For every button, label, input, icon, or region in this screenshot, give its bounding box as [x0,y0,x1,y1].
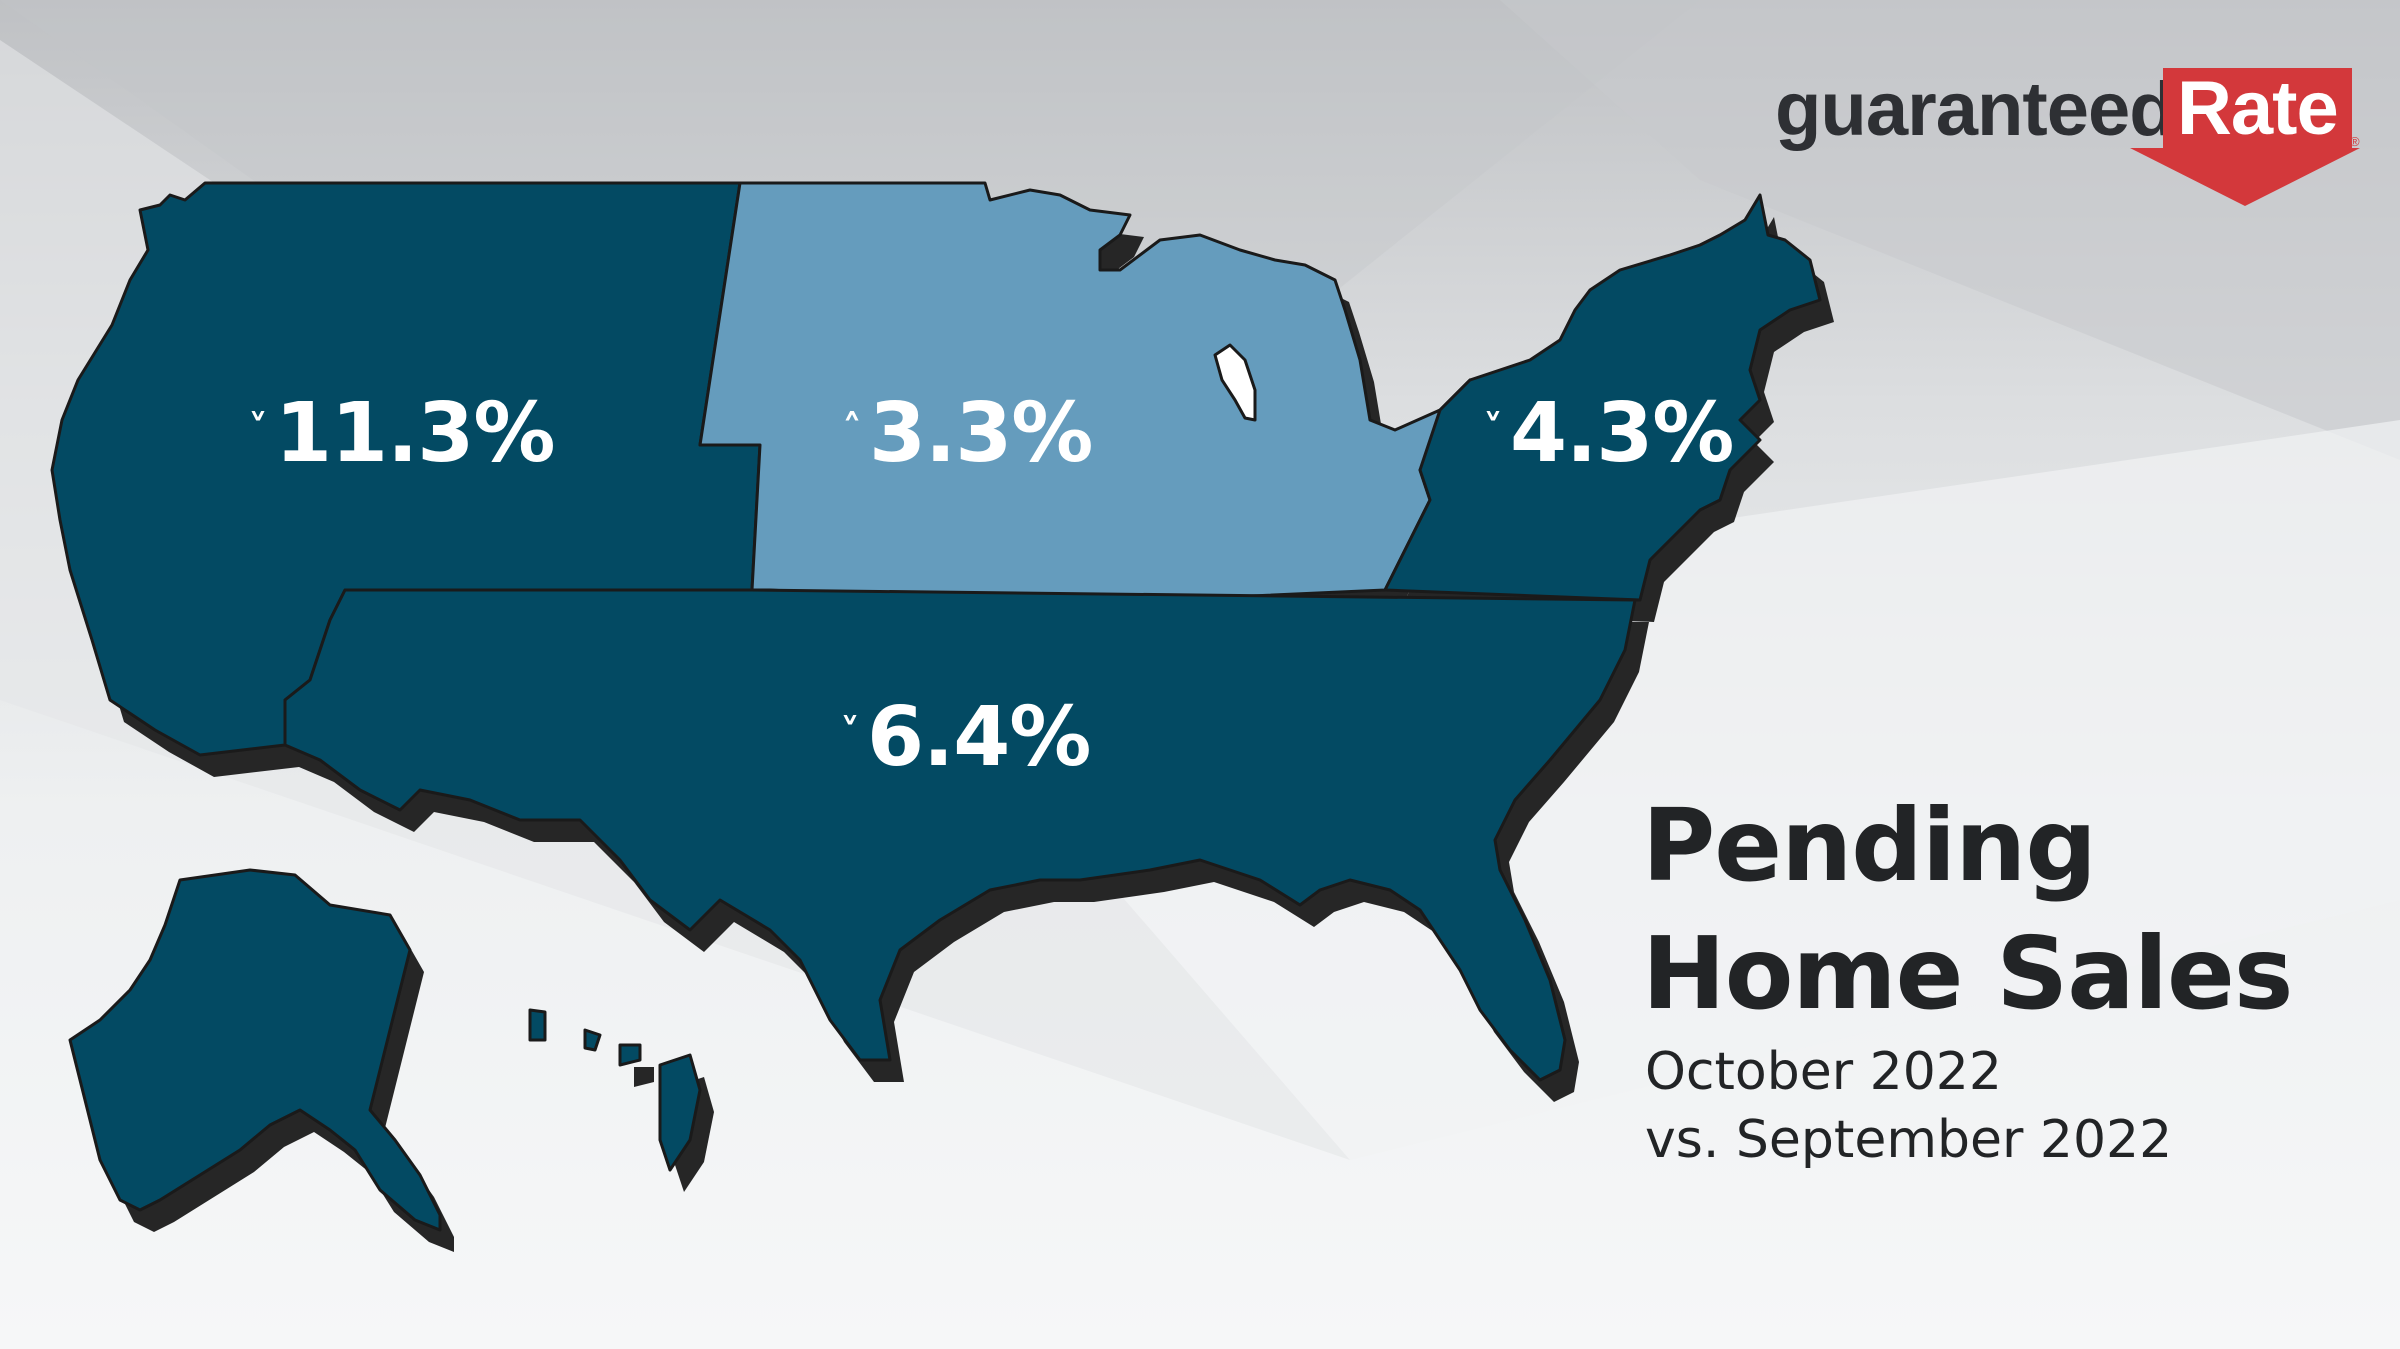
guaranteed-rate-logo: guaranteed Rate ® [1775,62,2365,212]
logo-rate-box: Rate [2163,68,2352,150]
region-west-change: 11.3% [275,386,555,481]
region-alaska-shape [68,868,442,1232]
subtitle-line-2: vs. September 2022 [1645,1110,2173,1170]
logo-wordmark: guaranteed [1775,67,2176,152]
down-arrow-icon: ˅ [1483,407,1503,453]
region-south-shape [283,588,1637,1082]
region-west-label: ˅11.3% [248,393,555,475]
region-midwest-label: ˄3.3% [842,393,1093,475]
down-arrow-icon: ˅ [840,711,860,757]
region-hawaii-shape [528,1008,702,1172]
up-arrow-icon: ˄ [842,407,862,453]
page-title: Pending Home Sales [1642,782,2293,1038]
region-south-label: ˅6.4% [840,697,1091,779]
subtitle-line-1: October 2022 [1645,1042,2002,1102]
title-line-2: Home Sales [1642,915,2293,1032]
logo-arrow-icon [2130,148,2360,206]
lake-michigan-shape [1213,343,1257,422]
region-northeast-label: ˅4.3% [1483,393,1734,475]
region-south-change: 6.4% [867,690,1091,785]
map-regions [50,181,1822,1232]
region-northeast-shape [1383,193,1822,602]
page-subtitle: October 2022 vs. September 2022 [1645,1038,2172,1174]
region-northeast-change: 4.3% [1510,386,1734,481]
region-midwest-change: 3.3% [869,386,1093,481]
down-arrow-icon: ˅ [248,407,268,453]
title-line-1: Pending [1642,787,2097,904]
logo-registered-mark: ® [2350,134,2360,149]
